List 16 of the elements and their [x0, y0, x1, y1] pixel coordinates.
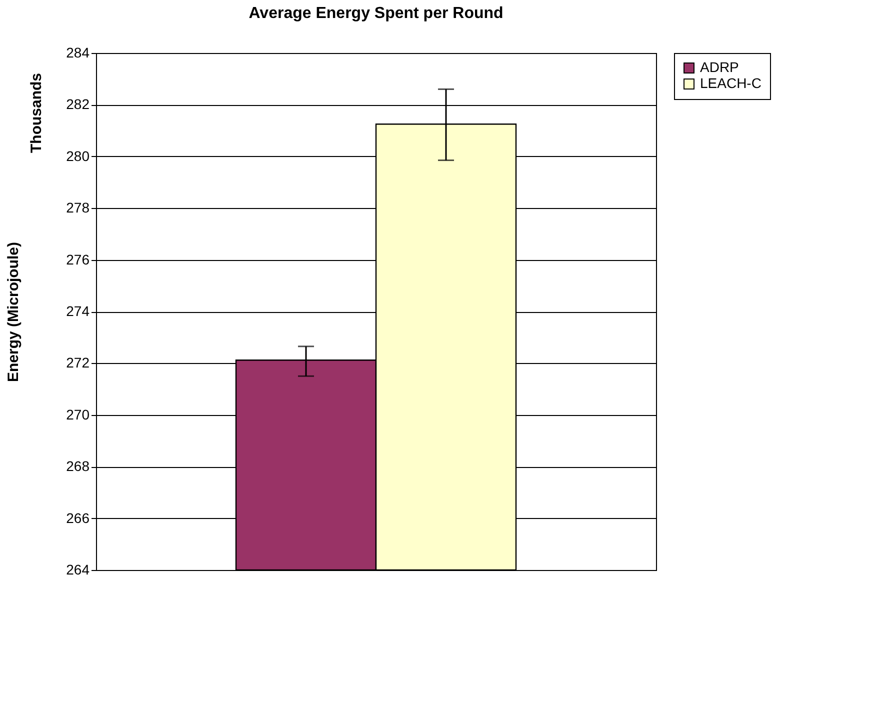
y-tick-label: 272	[66, 354, 90, 371]
y-tick-label: 270	[66, 406, 90, 422]
y-axis-title: Energy (Microjoule)	[5, 242, 22, 382]
legend-label: ADRP	[700, 59, 739, 75]
y-tick-label: 280	[66, 148, 90, 164]
y-tick-label: 266	[66, 510, 90, 526]
y-tick-label: 278	[66, 200, 90, 216]
y-tick-label: 284	[66, 44, 90, 60]
y-tick-label: 264	[66, 562, 90, 578]
chart-title: Average Energy Spent per Round	[248, 5, 504, 22]
y-tick-label: 282	[66, 96, 90, 112]
y-tick-label: 274	[66, 303, 90, 319]
y-tick-label: 276	[66, 251, 90, 268]
y-tick-label: 268	[66, 458, 90, 474]
text: Thousands	[28, 72, 45, 154]
legend-label: LEACH-C	[700, 75, 762, 91]
